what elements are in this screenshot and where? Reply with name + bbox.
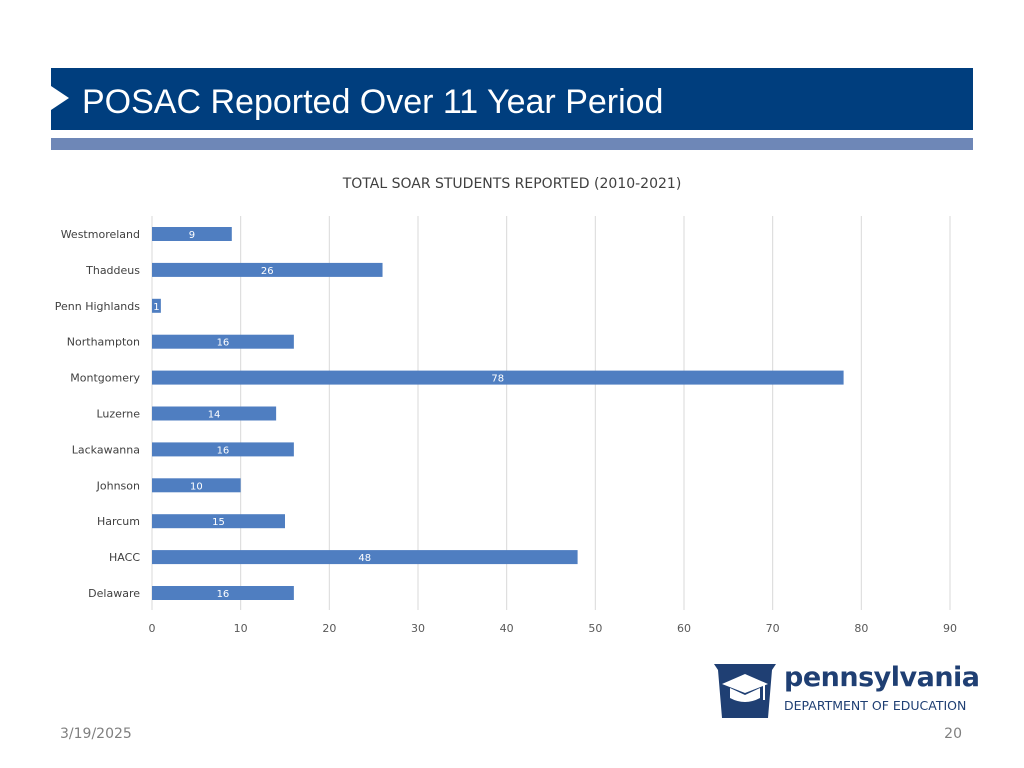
title-bar <box>51 68 973 130</box>
keystone-icon <box>714 664 776 718</box>
category-label: Penn Highlands <box>55 300 140 313</box>
data-label: 48 <box>358 553 371 564</box>
footer-date: 3/19/2025 <box>60 726 132 742</box>
data-label: 9 <box>189 230 195 241</box>
data-label: 78 <box>491 374 504 385</box>
category-label: Johnson <box>96 479 140 492</box>
category-label: Luzerne <box>96 408 140 421</box>
logo-wordmark: pennsylvania <box>784 662 980 693</box>
x-tick-label: 90 <box>943 622 957 635</box>
bar <box>152 550 578 565</box>
category-label: HACC <box>109 551 140 564</box>
category-label: Delaware <box>88 587 140 600</box>
x-tick-label: 10 <box>234 622 248 635</box>
bar <box>152 227 232 241</box>
x-tick-label: 0 <box>149 622 156 635</box>
pennsylvania-education-logo: pennsylvania DEPARTMENT OF EDUCATION <box>712 660 980 722</box>
x-tick-label: 70 <box>766 622 780 635</box>
data-label: 1 <box>153 302 159 313</box>
bar <box>152 406 277 421</box>
data-label: 14 <box>208 410 221 421</box>
x-tick-label: 60 <box>677 622 691 635</box>
category-label: Lackawanna <box>72 443 140 456</box>
bar <box>152 442 294 457</box>
data-label: 16 <box>217 338 230 349</box>
data-label: 16 <box>217 445 230 456</box>
bar <box>152 514 285 529</box>
bar <box>152 262 383 277</box>
bar <box>152 334 294 349</box>
category-label: Westmoreland <box>61 228 140 241</box>
page-number: 20 <box>944 726 962 742</box>
category-label: Northampton <box>67 336 140 349</box>
category-label: Harcum <box>97 515 140 528</box>
chart-title: TOTAL SOAR STUDENTS REPORTED (2010-2021) <box>342 176 682 192</box>
bar <box>152 586 294 600</box>
category-label: Montgomery <box>70 372 140 385</box>
bar <box>152 478 241 493</box>
category-label: Thaddeus <box>85 264 140 277</box>
data-label: 16 <box>217 589 230 600</box>
logo-subtitle: DEPARTMENT OF EDUCATION <box>784 698 967 713</box>
bar <box>152 370 844 385</box>
data-label: 15 <box>212 517 225 528</box>
bar <box>152 298 161 313</box>
data-label: 26 <box>261 266 274 277</box>
x-tick-label: 20 <box>322 622 336 635</box>
x-tick-label: 40 <box>500 622 514 635</box>
title-arrow-icon <box>51 86 69 110</box>
x-tick-label: 80 <box>854 622 868 635</box>
data-label: 10 <box>190 481 203 492</box>
x-tick-label: 30 <box>411 622 425 635</box>
title-underline-stripe <box>51 138 973 150</box>
x-tick-label: 50 <box>588 622 602 635</box>
slide-title: POSAC Reported Over 11 Year Period <box>82 83 664 121</box>
